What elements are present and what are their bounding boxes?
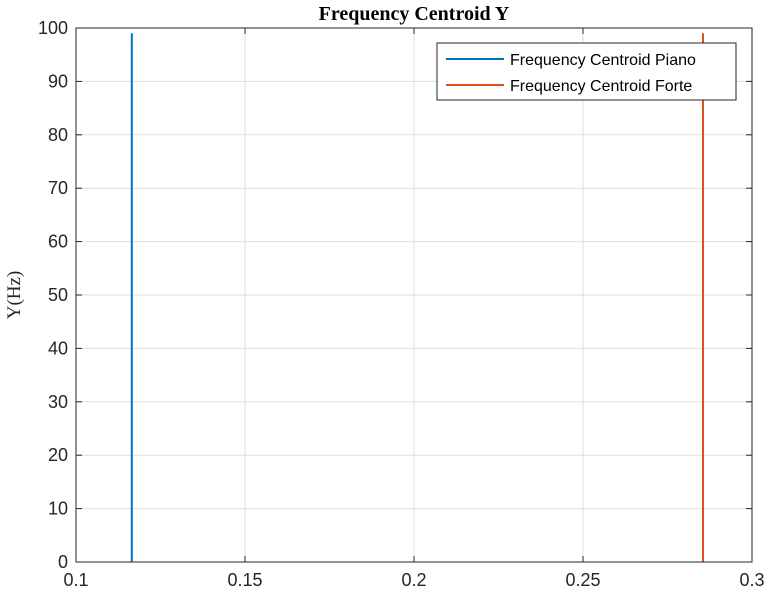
- series-lines: [130, 33, 704, 562]
- legend-box: [436, 42, 737, 101]
- y-tick-label: 20: [48, 445, 68, 465]
- y-tick-label: 50: [48, 285, 68, 305]
- y-tick-label: 80: [48, 125, 68, 145]
- legend-label-2: Frequency Centroid Forte: [510, 78, 692, 95]
- y-tick-label: 90: [48, 71, 68, 91]
- y-tick-label: 60: [48, 232, 68, 252]
- y-axis-label: Y(Hz): [4, 271, 25, 320]
- grid: [76, 28, 752, 562]
- x-tick-label: 0.1: [63, 570, 88, 590]
- y-tick-label: 10: [48, 499, 68, 519]
- legend-label-1: Frequency Centroid Piano: [510, 52, 696, 69]
- y-tick-label: 100: [38, 18, 68, 38]
- legend: Frequency Centroid Piano Frequency Centro…: [436, 42, 737, 101]
- x-tick-label: 0.2: [401, 570, 426, 590]
- x-tick-label: 0.15: [227, 570, 262, 590]
- axis-ticks: 0.1 0.15 0.2 0.25 0.3 0 10 20 30 40 50 60 70 80 90 100: [38, 18, 765, 590]
- y-tick-label: 40: [48, 338, 68, 358]
- y-tick-label: 0: [58, 552, 68, 572]
- x-tick-label: 0.3: [739, 570, 764, 590]
- y-tick-label: 70: [48, 178, 68, 198]
- chart-title: Frequency Centroid Y: [319, 3, 510, 25]
- y-tick-label: 30: [48, 392, 68, 412]
- x-tick-label: 0.25: [565, 570, 600, 590]
